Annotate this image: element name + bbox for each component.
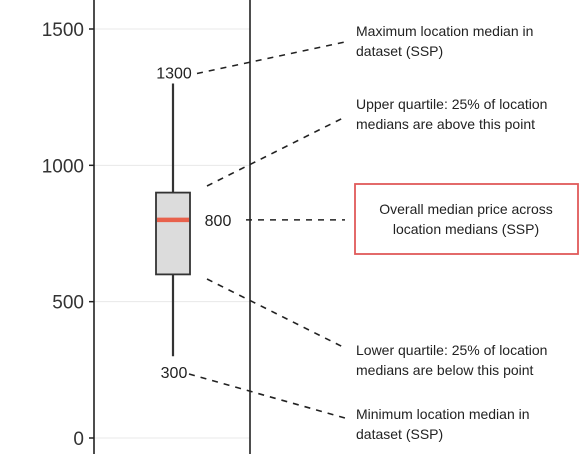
connector-q3 [206, 116, 346, 187]
y-axis-ticks: 0 500 1000 1500 [42, 20, 94, 450]
annotation-median-line: location medians (SSP) [393, 221, 539, 237]
min-value-label: 300 [161, 365, 188, 382]
annotation-min-line: Minimum location median in [356, 406, 530, 422]
max-value-label: 1300 [156, 66, 192, 83]
y-tick-label: 500 [52, 293, 84, 314]
annotation-q1: Lower quartile: 25% of location medians a… [356, 342, 547, 378]
annotation-max: Maximum location median in dataset (SSP) [356, 23, 533, 59]
annotation-max-line: dataset (SSP) [356, 43, 443, 59]
connector-max [196, 41, 346, 75]
connector-min [188, 373, 346, 419]
y-tick-label: 1500 [42, 20, 84, 41]
y-tick-label: 1000 [42, 156, 84, 177]
annotation-max-line: Maximum location median in [356, 23, 533, 39]
annotation-q1-line: medians are below this point [356, 362, 534, 378]
median-annotation-highlight-box [354, 183, 579, 255]
y-tick-label: 0 [73, 429, 84, 450]
median-value-label: 800 [205, 213, 232, 230]
connector-q1 [206, 278, 346, 349]
annotation-q1-line: Lower quartile: 25% of location [356, 342, 547, 358]
annotation-q3-line: medians are above this point [356, 116, 535, 132]
annotation-q3-line: Upper quartile: 25% of location [356, 96, 547, 112]
annotation-q3: Upper quartile: 25% of location medians a… [356, 96, 547, 132]
annotation-min: Minimum location median in dataset (SSP) [356, 406, 530, 442]
annotation-min-line: dataset (SSP) [356, 426, 443, 442]
annotation-median: Overall median price across location medi… [379, 201, 553, 237]
annotation-connectors [188, 41, 346, 419]
annotation-median-line: Overall median price across [379, 201, 553, 217]
interquartile-box [155, 191, 191, 276]
annotations: Maximum location median in dataset (SSP) U… [356, 23, 553, 442]
